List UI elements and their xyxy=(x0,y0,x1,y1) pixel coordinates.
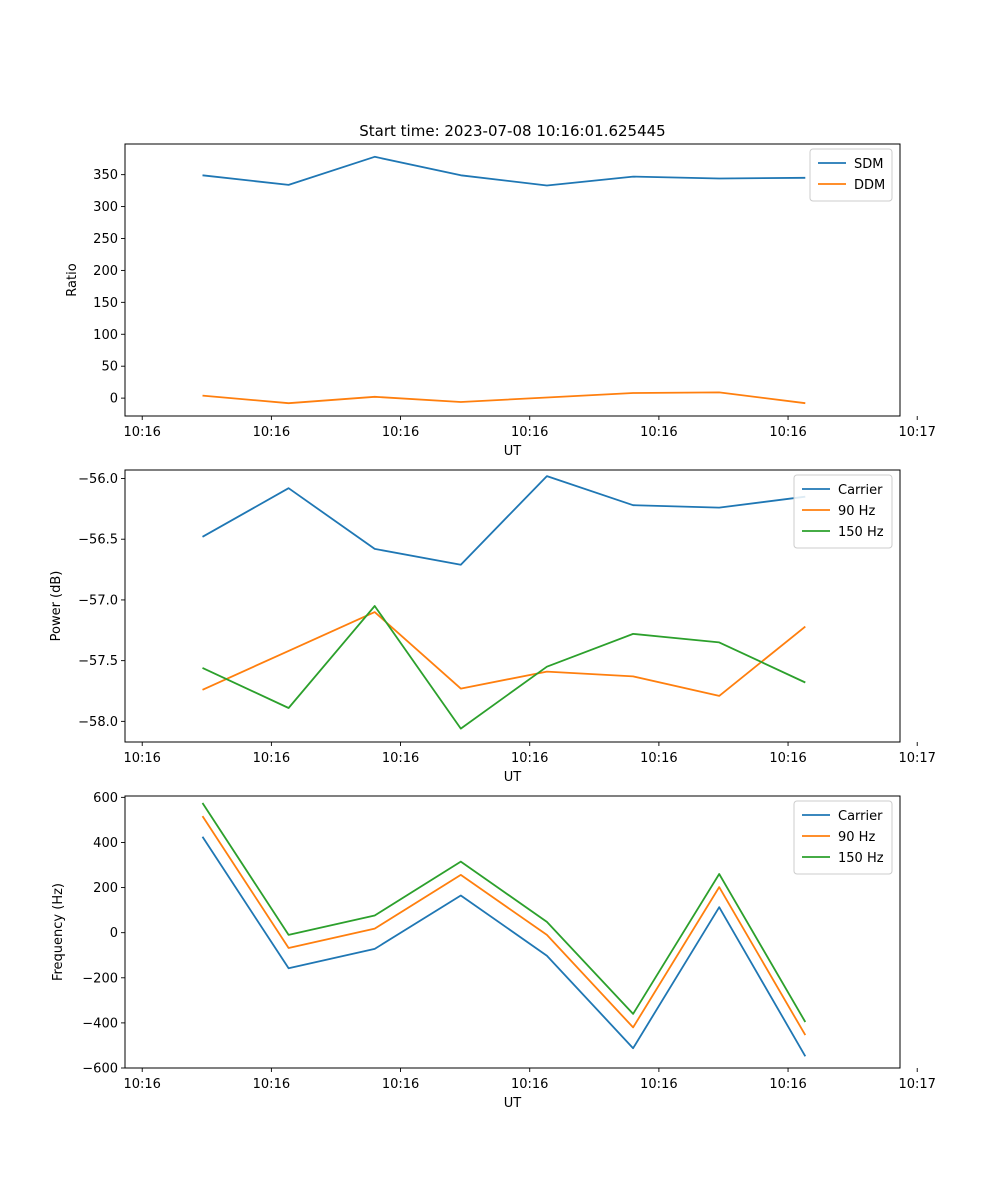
y-tick-label: 200 xyxy=(93,264,118,279)
y-tick-label: −56.0 xyxy=(78,472,118,487)
x-tick-label: 10:16 xyxy=(511,751,548,766)
x-tick-label: 10:16 xyxy=(769,751,806,766)
y-tick-label: 350 xyxy=(93,168,118,183)
legend-box xyxy=(809,148,893,202)
y-axis-label: Ratio xyxy=(65,263,80,296)
subplot-1: 10:16 10:16 10:16 10:16 10:16 10:16 10:17 0 50 10… xyxy=(65,143,936,459)
y-tick-label: 200 xyxy=(93,881,118,896)
y-tick-label: −400 xyxy=(82,1016,118,1031)
y-tick-label: 0 xyxy=(110,926,118,941)
x-tick-label: 10:16 xyxy=(253,751,290,766)
x-tick-label: 10:16 xyxy=(769,425,806,440)
x-tick-label: 10:17 xyxy=(898,1077,935,1092)
legend-label: 150 Hz xyxy=(838,851,884,866)
legend: Carrier 90 Hz 150 Hz xyxy=(793,474,893,549)
x-tick-label: 10:16 xyxy=(511,425,548,440)
x-tick-label: 10:16 xyxy=(253,425,290,440)
subplot-3: 10:16 10:16 10:16 10:16 10:16 10:16 10:17 −600 −… xyxy=(51,791,936,1111)
x-axis-label: UT xyxy=(504,770,522,785)
y-axis-label: Power (dB) xyxy=(49,571,64,642)
x-axis-label: UT xyxy=(504,1096,522,1111)
x-tick-label: 10:16 xyxy=(640,1077,677,1092)
x-axis-label: UT xyxy=(504,444,522,459)
y-tick-label: 300 xyxy=(93,200,118,215)
x-tick-label: 10:16 xyxy=(511,1077,548,1092)
series-line-150-hz xyxy=(201,802,807,1023)
x-tick-label: 10:16 xyxy=(769,1077,806,1092)
x-tick-label: 10:16 xyxy=(640,751,677,766)
legend: SDM DDM xyxy=(809,148,893,202)
legend-label: 90 Hz xyxy=(838,830,875,845)
axes-frame xyxy=(124,469,901,743)
series-line-sdm xyxy=(202,155,806,187)
subplot-2: 10:16 10:16 10:16 10:16 10:16 10:16 10:17 −58.0… xyxy=(49,469,936,785)
chart-title: Start time: 2023-07-08 10:16:01.625445 xyxy=(359,122,665,140)
legend-label: Carrier xyxy=(838,483,883,498)
y-tick-label: 100 xyxy=(93,328,118,343)
y-tick-label: 150 xyxy=(93,296,118,311)
x-tick-label: 10:16 xyxy=(123,425,160,440)
legend-label: 90 Hz xyxy=(838,504,875,519)
series-line-90-hz xyxy=(201,815,807,1036)
subplots: 10:16 10:16 10:16 10:16 10:16 10:16 10:17 0 50 10… xyxy=(49,143,936,1111)
series-line-150-hz xyxy=(202,605,806,730)
y-tick-label: −57.0 xyxy=(78,593,118,608)
x-tick-label: 10:16 xyxy=(382,425,419,440)
x-tick-label: 10:17 xyxy=(898,751,935,766)
legend-label: SDM xyxy=(854,157,883,172)
x-tick-label: 10:16 xyxy=(123,1077,160,1092)
x-tick-label: 10:16 xyxy=(640,425,677,440)
series-line-ddm xyxy=(202,391,806,405)
series-line-carrier xyxy=(201,836,807,1057)
y-tick-label: −56.5 xyxy=(78,533,118,548)
y-tick-label: −58.0 xyxy=(78,715,118,730)
legend: Carrier 90 Hz 150 Hz xyxy=(793,800,893,875)
x-tick-label: 10:17 xyxy=(898,425,935,440)
x-tick-label: 10:16 xyxy=(382,1077,419,1092)
y-tick-label: −57.5 xyxy=(78,654,118,669)
x-tick-label: 10:16 xyxy=(382,751,419,766)
y-axis-label: Frequency (Hz) xyxy=(51,883,66,981)
y-tick-label: 0 xyxy=(110,392,118,407)
y-tick-label: −200 xyxy=(82,971,118,986)
y-tick-label: 50 xyxy=(101,360,118,375)
legend-label: 150 Hz xyxy=(838,525,884,540)
legend-label: DDM xyxy=(854,178,885,193)
y-tick-label: 250 xyxy=(93,232,118,247)
legend-box xyxy=(793,474,893,549)
x-tick-label: 10:16 xyxy=(253,1077,290,1092)
y-tick-label: 400 xyxy=(93,836,118,851)
legend-label: Carrier xyxy=(838,809,883,824)
y-tick-label: −600 xyxy=(82,1062,118,1077)
x-tick-label: 10:16 xyxy=(123,751,160,766)
legend-box xyxy=(793,800,893,875)
series-line-carrier xyxy=(202,475,806,566)
axes-frame xyxy=(124,143,901,417)
y-tick-label: 600 xyxy=(93,791,118,806)
axes-frame xyxy=(124,795,901,1069)
series-line-90-hz xyxy=(202,611,806,697)
